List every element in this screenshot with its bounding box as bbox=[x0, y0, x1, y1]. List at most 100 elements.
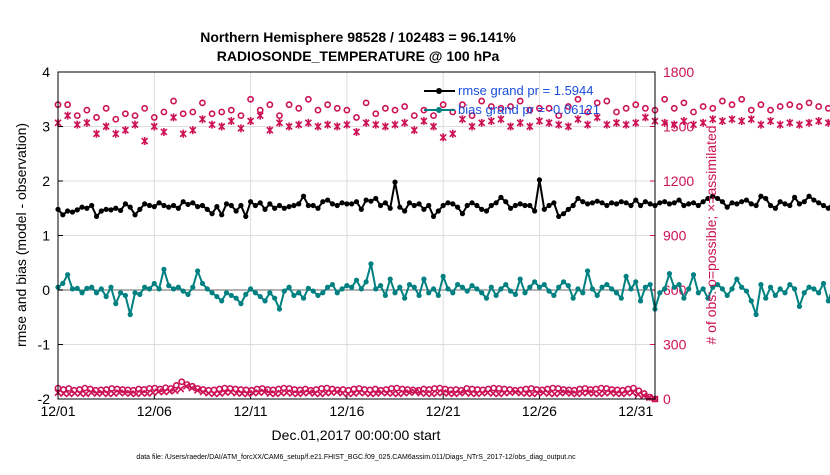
bias-point bbox=[507, 288, 514, 294]
bias-point bbox=[74, 285, 80, 291]
rmse-point bbox=[238, 202, 244, 209]
obs-possible-marker bbox=[131, 112, 139, 119]
obs-possible-marker bbox=[178, 378, 186, 386]
rmse-point bbox=[233, 208, 239, 214]
obs-possible-marker bbox=[776, 103, 784, 110]
obs-possible-marker bbox=[709, 104, 717, 112]
bias-point bbox=[156, 286, 162, 292]
obs-assimilated-marker bbox=[757, 120, 765, 129]
y-right-tick-label: 1800 bbox=[663, 64, 694, 80]
y-right-tick-label: 1200 bbox=[663, 173, 694, 189]
rmse-point bbox=[594, 198, 600, 204]
obs-assimilated-marker bbox=[150, 122, 158, 131]
obs-assimilated-marker bbox=[528, 390, 536, 398]
rmse-point bbox=[450, 201, 456, 207]
obs-assimilated-marker bbox=[99, 389, 107, 397]
obs-possible-series bbox=[54, 95, 830, 403]
bias-point bbox=[137, 291, 143, 297]
bias-point bbox=[806, 284, 812, 290]
bias-point bbox=[247, 286, 254, 292]
rmse-point bbox=[714, 195, 721, 202]
obs-assimilated-marker bbox=[343, 120, 351, 129]
obs-possible-marker bbox=[208, 110, 216, 118]
bias-point bbox=[734, 276, 740, 282]
rmse-point bbox=[411, 202, 417, 209]
obs-assimilated-marker bbox=[535, 117, 544, 126]
rmse-point bbox=[392, 179, 398, 185]
y-left-tick-label: 1 bbox=[42, 228, 50, 244]
obs-assimilated-marker bbox=[632, 118, 640, 127]
bias-point bbox=[204, 286, 210, 292]
rmse-point bbox=[469, 200, 475, 206]
rmse-point bbox=[79, 204, 85, 210]
bias-point bbox=[676, 281, 682, 288]
obs-possible-marker bbox=[574, 95, 582, 103]
rmse-point bbox=[137, 206, 143, 212]
obs-assimilated-marker bbox=[506, 389, 514, 397]
obs-assimilated-marker bbox=[344, 390, 352, 398]
bias-point bbox=[262, 298, 268, 304]
rmse-point bbox=[358, 206, 364, 212]
obs-possible-marker bbox=[786, 101, 794, 109]
bias-point bbox=[584, 268, 591, 274]
obs-assimilated-marker bbox=[815, 117, 823, 126]
x-tick-label: 12/21 bbox=[426, 403, 461, 419]
obs-assimilated-marker bbox=[249, 389, 257, 397]
rmse-point bbox=[421, 206, 427, 212]
rmse-point bbox=[623, 200, 629, 206]
rmse-point bbox=[464, 202, 470, 209]
obs-assimilated-marker bbox=[410, 126, 418, 135]
bias-point bbox=[329, 281, 336, 288]
bias-point bbox=[416, 292, 422, 299]
obs-assimilated-marker bbox=[232, 389, 241, 397]
y-right-tick-label: 0 bbox=[663, 391, 671, 407]
bias-point bbox=[233, 295, 239, 301]
obs-assimilated-marker bbox=[260, 388, 269, 396]
bias-point bbox=[305, 285, 311, 291]
bias-point bbox=[267, 290, 273, 296]
rmse-point bbox=[690, 200, 697, 206]
obs-possible-marker bbox=[487, 103, 495, 110]
obs-possible-marker bbox=[728, 101, 736, 109]
obs-possible-marker bbox=[372, 110, 380, 118]
bias-point bbox=[228, 292, 234, 299]
rmse-point bbox=[214, 204, 220, 210]
obs-assimilated-series bbox=[54, 111, 830, 403]
obs-assimilated-marker bbox=[199, 388, 207, 396]
bias-point bbox=[464, 288, 470, 294]
bias-point bbox=[714, 281, 721, 288]
obs-assimilated-marker bbox=[333, 122, 341, 131]
obs-assimilated-marker bbox=[634, 390, 642, 399]
obs-assimilated-marker bbox=[288, 389, 296, 398]
rmse-point bbox=[329, 201, 336, 207]
obs-possible-marker bbox=[824, 104, 830, 112]
obs-assimilated-marker bbox=[82, 390, 90, 398]
obs-assimilated-marker bbox=[593, 113, 601, 122]
bias-point bbox=[296, 290, 302, 296]
obs-possible-marker bbox=[199, 99, 206, 107]
rmse-point bbox=[474, 202, 480, 209]
bias-point bbox=[377, 283, 384, 289]
obs-assimilated-marker bbox=[227, 117, 235, 126]
obs-possible-marker bbox=[343, 106, 351, 114]
obs-assimilated-marker bbox=[595, 390, 603, 398]
obs-possible-marker bbox=[314, 106, 322, 114]
obs-assimilated-marker bbox=[355, 389, 363, 397]
bias-point bbox=[719, 286, 726, 292]
bias-point bbox=[811, 286, 817, 292]
y-left-axis-label: rmse and bias (model - observation) bbox=[13, 123, 29, 347]
rmse-point bbox=[758, 193, 764, 199]
obs-assimilated-marker bbox=[272, 390, 280, 398]
bias-point bbox=[729, 286, 735, 292]
bias-point bbox=[151, 280, 157, 287]
obs-assimilated-marker bbox=[467, 389, 475, 398]
rmse-point bbox=[199, 202, 206, 209]
obs-assimilated-marker bbox=[539, 389, 547, 397]
obs-assimilated-marker bbox=[93, 389, 101, 398]
x-tick-label: 12/26 bbox=[522, 403, 557, 419]
obs-assimilated-marker bbox=[444, 389, 453, 398]
bias-point bbox=[219, 298, 225, 304]
rmse-point bbox=[637, 202, 644, 209]
bias-point bbox=[445, 286, 451, 292]
obs-possible-marker bbox=[661, 95, 669, 103]
